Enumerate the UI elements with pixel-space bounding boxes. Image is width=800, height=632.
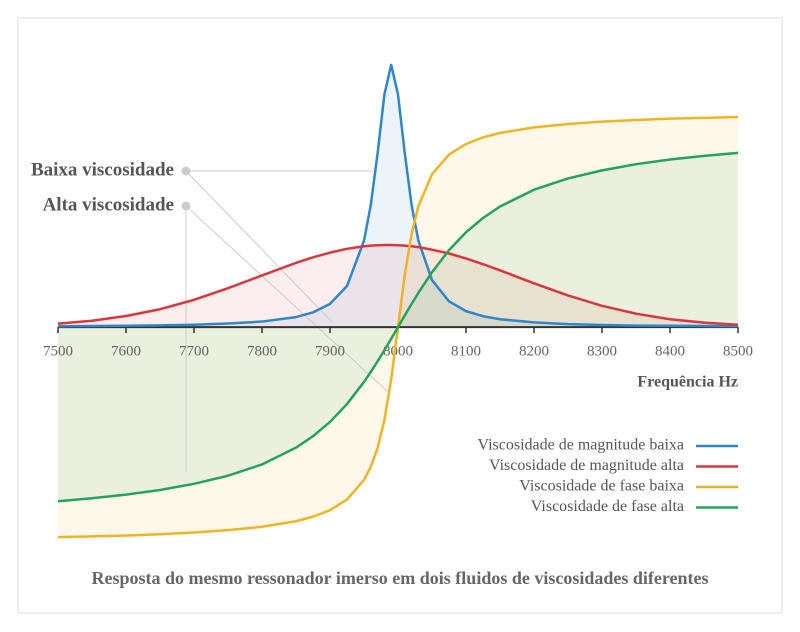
series-line xyxy=(57,151,739,503)
legend-label: Viscosidade de magnitude baixa xyxy=(477,437,684,454)
x-tick-label: 8500 xyxy=(723,344,753,360)
x-tick-label: 7500 xyxy=(43,344,73,360)
series-line xyxy=(57,63,739,328)
guide-dot xyxy=(181,201,191,211)
guide-dot xyxy=(181,166,191,176)
x-tick-label: 8300 xyxy=(587,344,617,360)
guide-line xyxy=(185,205,389,393)
annotation-guides xyxy=(181,166,389,472)
x-tick-label: 7600 xyxy=(111,344,141,360)
area-fill xyxy=(58,244,738,328)
area-fill xyxy=(58,152,738,502)
x-tick-label: 8000 xyxy=(383,344,413,360)
x-tick-label: 8100 xyxy=(451,344,481,360)
area-fill xyxy=(58,64,738,328)
x-tick-label: 7800 xyxy=(247,344,277,360)
legend-label: Viscosidade de fase baixa xyxy=(519,478,684,495)
series-line xyxy=(57,243,739,326)
annotation: Alta viscosidade xyxy=(43,194,174,215)
x-tick-label: 8200 xyxy=(519,344,549,360)
x-tick-label: 7700 xyxy=(179,344,209,360)
legend-label: Viscosidade de fase alta xyxy=(531,498,684,515)
series-line xyxy=(57,115,739,539)
annotation: Baixa viscosidade xyxy=(31,159,174,180)
x-axis-label: Frequência Hz xyxy=(637,374,738,391)
x-tick-label: 8400 xyxy=(655,344,685,360)
legend-label: Viscosidade de magnitude alta xyxy=(489,457,684,474)
guide-line xyxy=(185,170,333,323)
x-tick-label: 7900 xyxy=(315,344,345,360)
caption: Resposta do mesmo ressonador imerso em d… xyxy=(91,568,708,588)
